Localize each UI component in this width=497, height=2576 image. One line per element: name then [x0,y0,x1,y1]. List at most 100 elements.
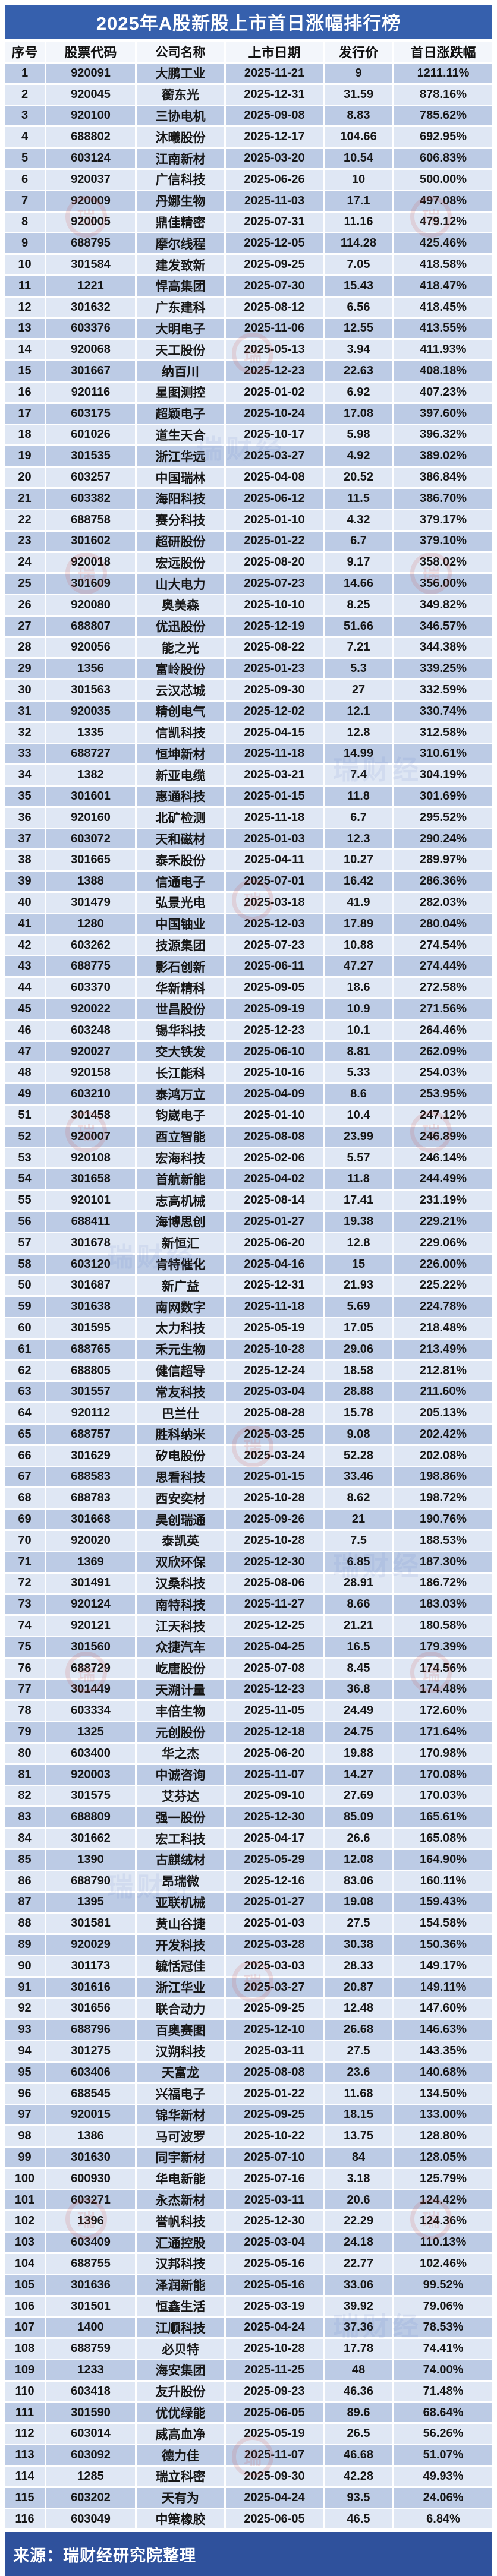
row-code: 920029 [46,1935,137,1955]
table-row: 19 301535 浙江华远 2025-03-27 4.92 389.02% [5,446,492,468]
row-change: 110.13% [420,2236,467,2249]
row-code: 920112 [46,1403,137,1423]
row-code: 1396 [46,2211,137,2231]
row-date: 2025-11-05 [226,1701,325,1721]
row-code: 603072 [46,829,137,849]
row-change: 170.98% [420,1746,467,1760]
row-change: 332.59% [420,683,467,696]
row-rank: 25 [5,574,46,594]
row-date: 2025-01-10 [226,1106,325,1125]
row-code: 301458 [46,1106,137,1125]
source-note: 来源：瑞财经研究院整理 [5,2532,492,2576]
table-row: 57 301678 新恒汇 2025-06-20 12.8 229.06% [5,1233,492,1255]
row-date: 2025-03-27 [226,1977,325,1997]
row-change: 190.76% [420,1513,467,1526]
row-date: 2025-03-11 [226,2041,325,2061]
row-change: 211.60% [420,1385,467,1399]
row-code: 603409 [46,2233,137,2253]
table-row: 55 920101 志高机械 2025-08-14 17.41 231.19% [5,1191,492,1213]
table-row: 12 301632 广东建科 2025-08-12 6.56 418.45% [5,297,492,319]
row-rank: 88 [5,1914,46,1934]
row-company: 昊创瑞通 [137,1510,226,1529]
row-date: 2025-06-10 [226,1041,325,1062]
row-rank: 11 [5,276,46,296]
row-rank: 41 [5,914,46,934]
table-row: 35 301601 惠通科技 2025-01-15 11.8 301.69% [5,787,492,808]
row-date: 2025-11-07 [226,2445,325,2465]
row-company: 海博思创 [137,1212,226,1232]
row-code: 920108 [46,1148,137,1168]
table-row: 88 301581 黄山谷捷 2025-01-03 27.5 154.58% [5,1914,492,1936]
row-code: 301535 [46,446,137,466]
row-company: 富岭股份 [137,659,226,679]
row-rank: 77 [5,1680,46,1700]
row-company: 中国瑞林 [137,468,226,487]
row-price: 17.41 [325,1191,394,1211]
row-code: 688759 [46,2339,137,2359]
row-rank: 92 [5,1999,46,2019]
row-change: 68.64% [423,2405,464,2419]
row-price: 20.6 [325,2190,394,2210]
row-change: 24.06% [423,2490,464,2504]
row-price: 28.88 [325,1382,394,1402]
row-company: 赛分科技 [137,510,226,530]
row-company: 锦华新材 [137,2105,226,2125]
row-date: 2025-04-16 [226,1254,325,1274]
row-price: 19.08 [325,1892,394,1912]
row-company: 大鹏工业 [137,64,226,83]
row-rank: 61 [5,1339,46,1359]
row-company: 丹娜生物 [137,191,226,211]
row-code: 603382 [46,488,137,509]
row-code: 920068 [46,340,137,360]
row-code: 301501 [46,2296,137,2316]
row-company: 矽电股份 [137,1445,226,1466]
row-code: 301173 [46,1956,137,1976]
row-code: 301636 [46,2275,137,2295]
row-rank: 51 [5,1106,46,1125]
table-row: 113 603092 德力佳 2025-11-07 46.68 51.07% [5,2445,492,2467]
row-company: 南网数字 [137,1297,226,1317]
row-change: 425.46% [420,236,467,250]
table-row: 93 688796 百奥赛图 2025-12-10 26.68 146.63% [5,2020,492,2042]
row-company: 誉帆科技 [137,2211,226,2231]
row-code: 688805 [46,1360,137,1381]
row-rank: 113 [5,2445,46,2465]
row-price: 12.8 [325,722,394,743]
row-company: 沐曦股份 [137,127,226,147]
table-row: 90 301173 毓恬冠佳 2025-03-03 28.33 149.17% [5,1956,492,1978]
row-code: 920005 [46,212,137,232]
row-rank: 27 [5,616,46,636]
row-code: 301656 [46,1999,137,2019]
row-price: 21 [325,1510,394,1529]
row-price: 11.8 [325,787,394,806]
row-change: 295.52% [420,810,467,824]
row-price: 10.4 [325,1106,394,1125]
row-change: 418.45% [420,300,467,314]
row-date: 2025-11-07 [226,1764,325,1785]
table-row: 5 603124 江南新材 2025-03-20 10.54 606.83% [5,149,492,170]
row-code: 301609 [46,574,137,594]
row-code: 920121 [46,1616,137,1636]
row-price: 5.69 [325,1297,394,1317]
row-change: 165.08% [420,1832,467,1845]
row-code: 603257 [46,468,137,487]
row-company: 泰禾股份 [137,850,226,870]
row-change: 188.53% [420,1533,467,1547]
row-rank: 30 [5,680,46,700]
row-company: 西安奕材 [137,1488,226,1508]
row-change: 397.60% [420,406,467,420]
row-price: 10.1 [325,1020,394,1040]
row-date: 2025-12-02 [226,701,325,721]
row-rank: 81 [5,1764,46,1785]
row-price: 14.66 [325,574,394,594]
row-price: 11.5 [325,488,394,509]
row-date: 2025-08-14 [226,1191,325,1211]
row-date: 2025-09-25 [226,2105,325,2125]
row-rank: 78 [5,1701,46,1721]
row-change: 202.42% [420,1427,467,1441]
row-code: 1400 [46,2318,137,2338]
row-date: 2025-06-05 [226,2403,325,2423]
row-rank: 106 [5,2296,46,2316]
row-date: 2025-04-24 [226,2487,325,2508]
row-rank: 54 [5,1169,46,1189]
